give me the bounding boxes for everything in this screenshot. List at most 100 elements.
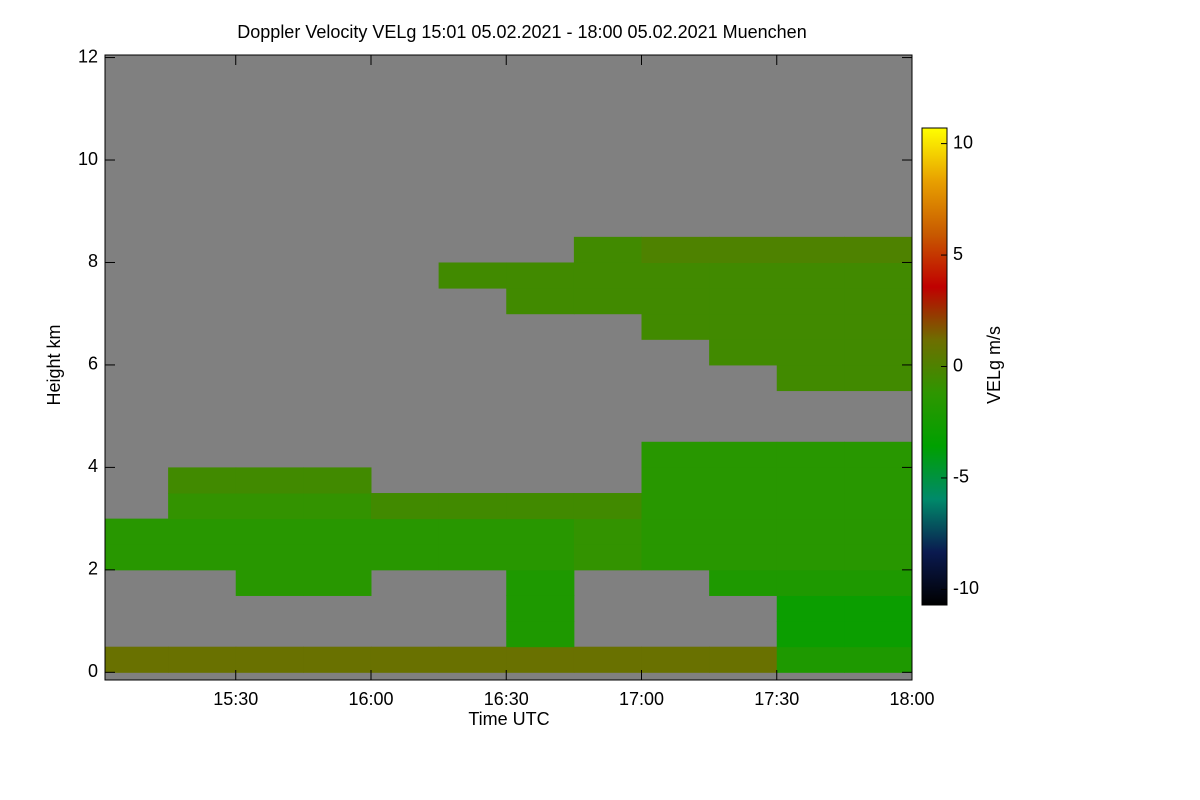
heatmap-cell [776,493,845,520]
heatmap-cell [641,518,710,545]
heatmap-cell [709,288,778,315]
colorbar-label: VELg m/s [984,326,1004,404]
heatmap-cell [641,646,710,673]
colorbar [921,127,948,606]
y-tick-label: 2 [88,559,98,579]
heatmap-cell [776,569,845,596]
x-tick-label: 18:00 [889,689,934,709]
x-tick-label: 15:30 [213,689,258,709]
heatmap-cell [776,621,845,648]
heatmap-cell [776,236,845,263]
heatmap-cell [844,288,912,315]
heatmap-cell [709,544,778,571]
heatmap-cell [641,313,710,340]
colorbar-tick-label: -10 [953,578,979,598]
heatmap-cell [776,518,845,545]
heatmap-cell [641,262,710,289]
heatmap-cell [438,646,507,673]
heatmap-cell [776,544,845,571]
heatmap-cell [709,236,778,263]
heatmap-cell [506,621,575,648]
heatmap-cell [709,493,778,520]
heatmap-cell [641,467,710,494]
heatmap-cell [776,595,845,622]
heatmap-cell [776,364,845,392]
x-tick-label: 16:00 [348,689,393,709]
heatmap-cell [573,288,642,315]
heatmap-cell [573,646,642,673]
heatmap-cell [776,288,845,315]
heatmap-cell [776,467,845,494]
heatmap-cell [844,621,912,648]
heatmap-cell [506,493,575,520]
heatmap-cell [506,288,575,315]
heatmap-cell [438,262,507,289]
heatmap-cell [641,544,710,571]
heatmap-cell [303,569,372,596]
heatmap-cell [168,544,237,571]
heatmap-cell [438,544,507,571]
heatmap-cell [709,569,778,596]
heatmap-cell [573,544,642,571]
heatmap-cell [506,595,575,622]
y-tick-label: 8 [88,251,98,271]
heatmap-cell [573,236,642,263]
heatmap-cell [168,493,237,520]
y-tick-label: 10 [78,149,98,169]
heatmap-cell [506,569,575,596]
heatmap-cell [506,518,575,545]
heatmap-cell [506,646,575,673]
heatmap-cell [303,544,372,571]
heatmap-cell [844,441,912,468]
y-tick-label: 4 [88,456,98,476]
heatmap-cell [641,493,710,520]
colorbar-tick-label: -5 [953,467,969,487]
y-axis-label: Height km [44,324,64,405]
heatmap-cell [844,646,912,673]
heatmap-cell [776,262,845,289]
y-tick-label: 6 [88,354,98,374]
heatmap-cell [235,646,304,673]
heatmap-cell [105,544,169,571]
heatmap-cell [844,262,912,289]
heatmap-cell [844,467,912,494]
heatmap-cell [235,569,304,596]
heatmap-cell [235,493,304,520]
heatmap-cell [844,364,912,392]
heatmap-cell [641,288,710,315]
heatmap-cell [776,339,845,366]
heatmap-cell [303,467,372,494]
heatmap-cell [105,646,169,673]
heatmap-cell [844,236,912,263]
heatmap-cell [709,339,778,366]
heatmap-cell [370,544,440,571]
heatmap-cell [844,493,912,520]
heatmap-cell [709,518,778,545]
chart-title: Doppler Velocity VELg 15:01 05.02.2021 -… [237,22,806,42]
heatmap-cell [844,518,912,545]
heatmap-cell [844,544,912,571]
heatmap-cell [709,441,778,468]
heatmap-cell [438,493,507,520]
heatmap-cell [303,518,372,545]
heatmap-cell [370,493,440,520]
heatmap-cell [235,518,304,545]
heatmap-cell [168,467,237,494]
colorbar-tick-label: 10 [953,132,973,152]
x-axis-label: Time UTC [468,709,549,729]
y-tick-label: 0 [88,661,98,681]
heatmap-cell [506,544,575,571]
heatmap-cell [844,569,912,596]
heatmap-cell [370,646,440,673]
heatmap-cell [573,493,642,520]
heatmap-cell [709,262,778,289]
heatmap-cell [709,467,778,494]
heatmap-cell [506,262,575,289]
heatmap-cell [573,518,642,545]
heatmap-cell [168,518,237,545]
heatmap-cell [844,339,912,366]
heatmap-cell [641,441,710,468]
heatmap-cell [709,313,778,340]
heatmap-cell [235,544,304,571]
